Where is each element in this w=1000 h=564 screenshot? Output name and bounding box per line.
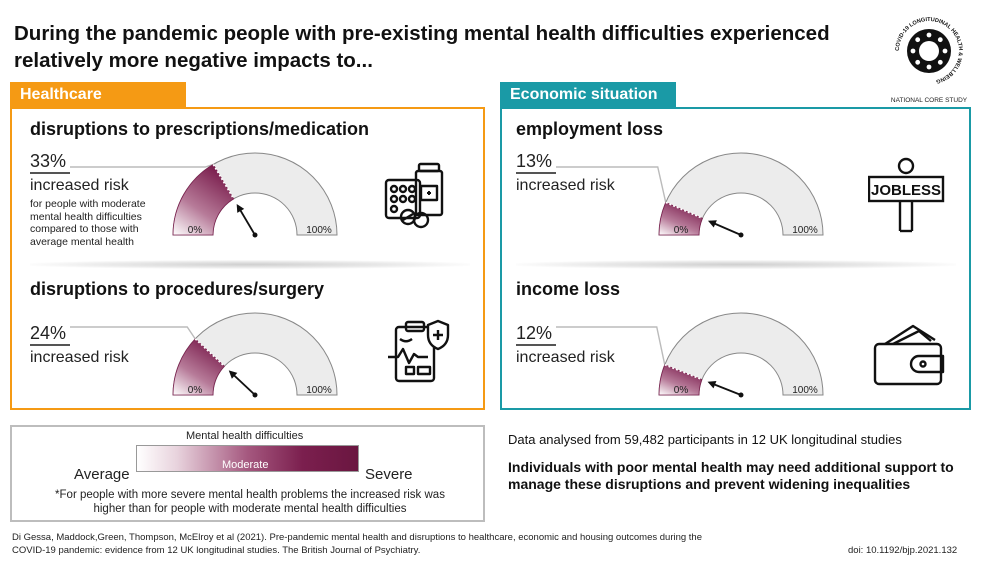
percent-income: 12% <box>516 323 553 343</box>
citation: Di Gessa, Maddock,Green, Thompson, McElr… <box>12 532 703 556</box>
gauge-leader-line <box>70 163 214 168</box>
gauge-employment: 0% 100% <box>556 152 824 238</box>
jobless-sign-icon: JOBLESS <box>868 157 945 233</box>
economic-panel <box>500 107 971 410</box>
gauge-track <box>658 312 824 396</box>
legend-footnote: *For people with more severe mental heal… <box>55 489 445 515</box>
percent-underline <box>30 344 70 346</box>
gauge-procedures: 0% 100% <box>70 312 338 398</box>
medication-icon <box>384 162 444 229</box>
gauge-max-label: 100% <box>792 385 818 396</box>
jobless-sign-text: JOBLESS <box>871 182 941 199</box>
percent-prescriptions: 33% <box>30 151 67 171</box>
gauge-pivot <box>738 392 744 398</box>
conclusion: Individuals with poor mental health may … <box>508 459 954 492</box>
risk-note: for people with moderate mental health d… <box>30 198 146 248</box>
gauge-needle-head <box>707 380 717 389</box>
percent-underline <box>516 344 556 346</box>
gauge-max-label: 100% <box>306 225 332 236</box>
gauge-track <box>658 152 824 236</box>
legend-high-label: Severe <box>365 466 413 483</box>
medical-clipboard-icon <box>388 319 450 383</box>
gauge-pivot <box>252 392 258 398</box>
percent-underline <box>516 172 556 174</box>
gauge-leader-line <box>556 166 667 203</box>
heading-prescriptions: disruptions to prescriptions/medication <box>30 119 370 139</box>
healthcare-tab: Healthcare <box>10 82 186 109</box>
separator <box>516 260 956 269</box>
heading-employment: employment loss <box>516 119 664 139</box>
risk-label-employment: increased risk <box>516 177 615 194</box>
percent-procedures: 24% <box>30 323 67 343</box>
gauge-needle-head <box>228 370 238 379</box>
percent-underline <box>30 172 70 174</box>
risk-label-income: increased risk <box>516 349 615 366</box>
gauge-needle-head <box>236 204 245 213</box>
heading-procedures: disruptions to procedures/surgery <box>30 279 325 299</box>
gauge-income: 0% 100% <box>556 312 824 398</box>
legend-mid-label: Moderate <box>222 459 269 471</box>
separator <box>30 260 470 269</box>
healthcare-panel <box>10 107 485 410</box>
gauge-value-arc <box>658 201 703 236</box>
risk-label-prescriptions: increased risk <box>30 177 129 194</box>
gauge-divider <box>194 338 225 367</box>
gauge-leader-line <box>70 326 196 340</box>
gauge-min-label: 0% <box>188 385 203 396</box>
covid-study-logo-icon: COVID-19 LONGITUDINAL HEALTH & WELLBEING <box>895 17 963 84</box>
economic-tab: Economic situation <box>500 82 676 109</box>
gauge-max-label: 100% <box>306 385 332 396</box>
data-summary: Data analysed from 59,482 participants i… <box>508 432 902 447</box>
gauge-divider <box>664 364 703 381</box>
risk-label-procedures: increased risk <box>30 349 129 366</box>
gauge-min-label: 0% <box>674 225 689 236</box>
doi-link[interactable]: doi: 10.1192/bjp.2021.132 <box>848 545 958 556</box>
wallet-icon <box>873 324 945 386</box>
gauge-min-label: 0% <box>188 225 203 236</box>
gauge-leader-line <box>556 326 666 365</box>
gauge-max-label: 100% <box>792 225 818 236</box>
legend-low-label: Average <box>74 466 130 483</box>
legend-scale-title: Mental health difficulties <box>186 430 304 442</box>
percent-employment: 13% <box>516 151 553 171</box>
gauge-pivot <box>738 232 744 238</box>
page-title: During the pandemic people with pre-exis… <box>14 22 830 72</box>
logo: COVID-19 LONGITUDINAL HEALTH & WELLBEING… <box>888 12 970 120</box>
heading-income: income loss <box>516 279 621 299</box>
gauge-pivot <box>252 232 258 238</box>
logo-caption: NATIONAL CORE STUDY <box>890 97 968 104</box>
gauge-prescriptions: 0% 100% <box>70 152 338 238</box>
legend-box <box>10 425 485 522</box>
gauge-needle-head <box>707 220 717 228</box>
legend-color-scale <box>136 445 359 472</box>
gauge-min-label: 0% <box>674 385 689 396</box>
